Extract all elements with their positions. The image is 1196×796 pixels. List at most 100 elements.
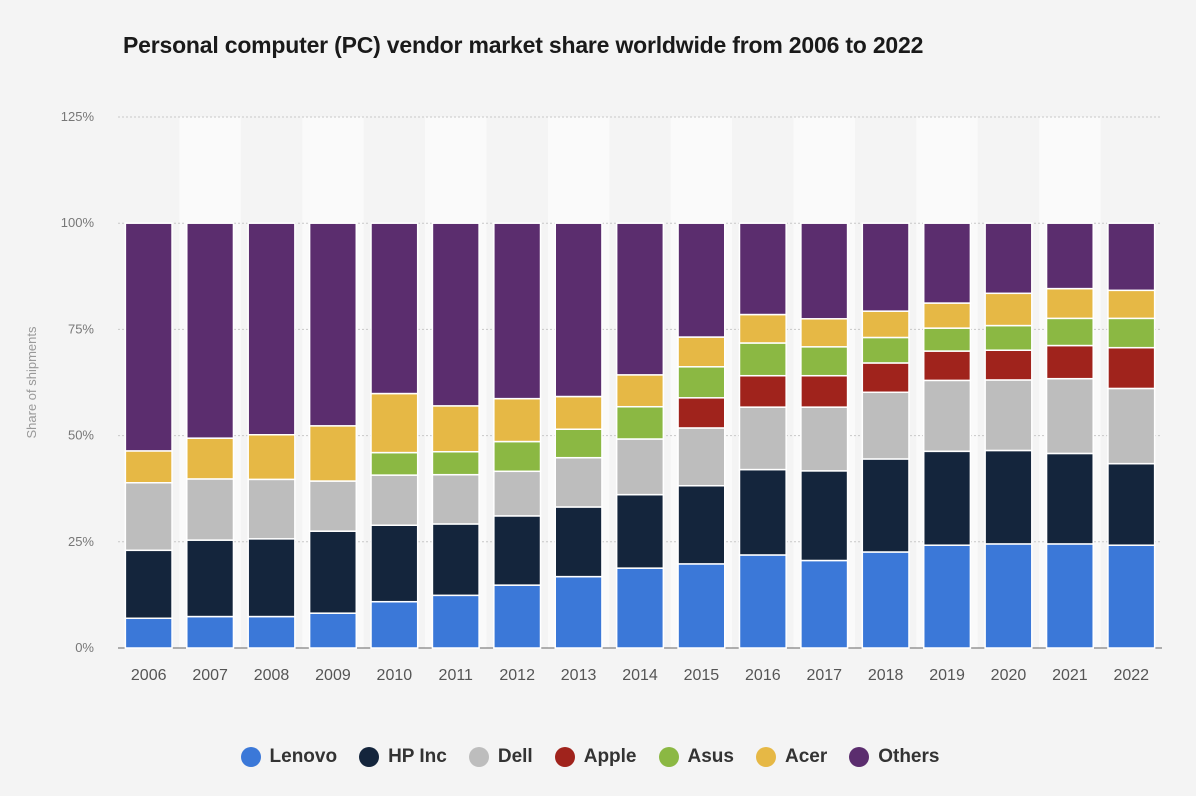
legend-item-asus[interactable]: Asus (658, 746, 734, 768)
bar-segment-asus-2020 (984, 324, 1033, 351)
bar-segment-dell-2022 (1107, 387, 1156, 465)
legend-item-hp-inc[interactable]: HP Inc (359, 746, 447, 768)
bar-segment-hp-inc-2019 (922, 450, 972, 546)
legend-swatch (755, 747, 776, 767)
bar-segment-apple-2016 (738, 374, 787, 408)
x-tick-label: 2012 (499, 667, 535, 684)
bar-segment-others-2016 (738, 222, 787, 316)
bar-segment-asus-2012 (493, 440, 542, 473)
legend-label: Apple (583, 746, 637, 767)
bar-segment-acer-2013 (554, 395, 603, 430)
legend-label: Lenovo (269, 746, 338, 767)
bar-segment-asus-2013 (554, 428, 603, 459)
bar-segment-lenovo-2021 (1045, 543, 1094, 649)
bar-segment-dell-2017 (800, 406, 849, 472)
legend-swatch (849, 747, 870, 767)
bar-segment-others-2012 (493, 222, 542, 400)
bar-segment-others-2015 (677, 222, 726, 338)
bar-segment-acer-2017 (800, 318, 849, 348)
bar-segment-apple-2019 (922, 350, 972, 382)
bar-segment-lenovo-2014 (615, 567, 665, 649)
bar-segment-acer-2012 (493, 397, 542, 443)
bar-segment-others-2020 (984, 222, 1033, 295)
bar-segment-apple-2022 (1107, 346, 1156, 390)
legend-swatch (468, 747, 489, 767)
bar-segment-others-2013 (554, 222, 603, 398)
bar-segment-acer-2018 (861, 310, 910, 339)
bar-segment-asus-2021 (1045, 317, 1094, 347)
bar-segment-lenovo-2018 (861, 551, 910, 649)
legend-item-others[interactable]: Others (849, 746, 939, 768)
bar-segment-lenovo-2017 (800, 559, 849, 649)
bar-segment-hp-inc-2008 (247, 538, 296, 618)
bar-segment-lenovo-2010 (370, 600, 419, 649)
bar-segment-dell-2007 (186, 478, 235, 541)
bar-segment-asus-2022 (1107, 317, 1156, 349)
bar-segment-hp-inc-2012 (493, 515, 542, 586)
bar-segment-asus-2017 (800, 346, 849, 377)
x-tick-label: 2018 (868, 667, 904, 684)
legend-label: HP Inc (388, 746, 447, 767)
y-tick-label: 100% (61, 215, 95, 230)
y-tick-label: 0% (75, 640, 94, 655)
bar-segment-hp-inc-2014 (615, 493, 665, 569)
x-tick-label: 2016 (745, 667, 781, 684)
bar-segment-lenovo-2022 (1107, 544, 1156, 649)
bar-segment-asus-2014 (615, 405, 665, 440)
y-tick-label: 25% (68, 534, 94, 549)
bar-segment-others-2009 (308, 222, 358, 427)
bar-segment-lenovo-2007 (186, 615, 235, 649)
bar-segment-lenovo-2008 (247, 615, 296, 649)
chart-title: Personal computer (PC) vendor market sha… (123, 32, 924, 58)
legend-item-acer[interactable]: Acer (755, 746, 828, 768)
x-tick-label: 2020 (991, 667, 1027, 684)
bar-segment-others-2018 (861, 222, 910, 312)
x-tick-label: 2021 (1052, 667, 1088, 684)
bar-segment-dell-2008 (247, 478, 296, 540)
bar-segment-hp-inc-2013 (554, 506, 603, 578)
x-tick-label: 2017 (806, 667, 842, 684)
legend-item-dell[interactable]: Dell (468, 746, 533, 768)
bar-segment-acer-2022 (1107, 289, 1156, 320)
legend-swatch (240, 747, 261, 767)
legend-label: Asus (687, 746, 734, 767)
bar-segment-others-2019 (922, 222, 972, 304)
bar-segment-dell-2010 (370, 474, 419, 526)
legend-label: Acer (784, 746, 828, 767)
bar-segment-others-2017 (800, 222, 849, 320)
bar-segment-lenovo-2006 (124, 617, 173, 649)
legend-item-apple[interactable]: Apple (554, 746, 637, 768)
legend-item-lenovo[interactable]: Lenovo (240, 746, 338, 768)
bar-segment-hp-inc-2018 (861, 458, 910, 553)
bar-segment-hp-inc-2015 (677, 484, 726, 565)
legend-label: Dell (497, 746, 533, 767)
bar-segment-apple-2017 (800, 374, 849, 408)
bar-segment-acer-2006 (124, 450, 173, 484)
bar-segment-others-2021 (1045, 222, 1094, 290)
bar-segment-lenovo-2011 (431, 594, 480, 649)
bar-segment-others-2008 (247, 222, 296, 436)
bar-segment-acer-2008 (247, 434, 296, 481)
bar-segment-acer-2019 (922, 302, 972, 329)
legend-swatch (359, 747, 380, 767)
bar-segment-dell-2016 (738, 406, 787, 471)
bar-segment-dell-2006 (124, 482, 173, 552)
x-tick-label: 2015 (684, 667, 720, 684)
bar-segment-hp-inc-2009 (308, 530, 358, 614)
legend-label: Others (878, 746, 940, 767)
bar-segment-others-2022 (1107, 222, 1156, 292)
legend-swatch (658, 747, 679, 767)
legend: Lenovo HP Inc Dell Apple Asus Acer Others (0, 746, 1180, 768)
bar-segment-acer-2007 (186, 437, 235, 480)
bar-segment-lenovo-2013 (554, 575, 603, 649)
bar-segment-dell-2009 (308, 480, 358, 532)
y-axis-title: Share of shipments (24, 326, 39, 439)
bar-segment-dell-2019 (922, 379, 972, 453)
bar-segment-asus-2019 (922, 327, 972, 352)
bar-segment-apple-2018 (861, 362, 910, 394)
x-tick-label: 2019 (929, 667, 965, 684)
bar-segment-asus-2018 (861, 336, 910, 364)
bar-segment-dell-2013 (554, 456, 603, 508)
bar-segment-apple-2020 (984, 349, 1033, 381)
bar-segment-hp-inc-2011 (431, 523, 480, 597)
